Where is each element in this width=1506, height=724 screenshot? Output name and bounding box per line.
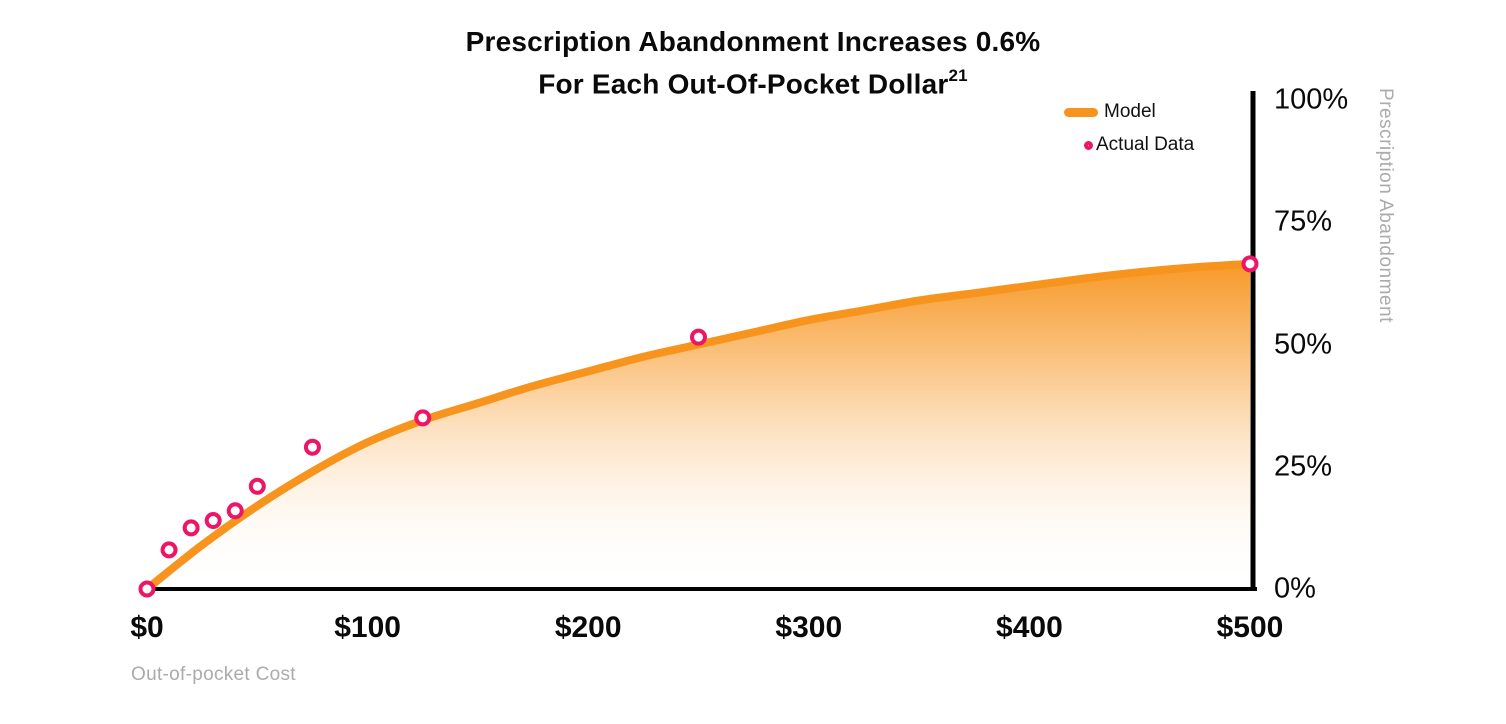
legend-actual-data-label: Actual Data (1096, 134, 1195, 155)
actual-data-point (226, 502, 244, 520)
actual-data-point (1241, 255, 1259, 273)
actual-data-point (303, 438, 321, 456)
legend-item-model: Model (1064, 99, 1194, 125)
actual-data-point (414, 409, 432, 427)
model-line-swatch (1064, 107, 1098, 117)
y-axis-label: Prescription Abandonment (1375, 88, 1396, 323)
actual-data-point (138, 580, 156, 598)
model-area-fill (147, 263, 1250, 589)
actual-data-point (690, 328, 707, 346)
actual-data-point (248, 477, 266, 495)
chart-title-line-1: Prescription Abandonment Increases 0.6% (465, 26, 1041, 57)
legend: Model Actual Data (1064, 99, 1194, 165)
x-axis-label: Out-of-pocket Cost (131, 664, 296, 685)
chart-title-line-2-text: For Each Out-Of-Pocket Dollar (538, 68, 949, 100)
footnote-reference: 21 (948, 66, 968, 85)
chart-title-line-2: For Each Out-Of-Pocket Dollar21 (0, 60, 1506, 102)
legend-model-label: Model (1104, 101, 1156, 122)
actual-data-marker-swatch (1084, 140, 1093, 150)
actual-data-point (160, 541, 178, 559)
chart-title: Prescription Abandonment Increases 0.6% … (0, 24, 1506, 102)
actual-data-point (182, 519, 200, 537)
model-curve (143, 259, 1254, 593)
legend-item-actual-data: Actual Data (1064, 132, 1194, 158)
actual-data-point (204, 512, 222, 530)
